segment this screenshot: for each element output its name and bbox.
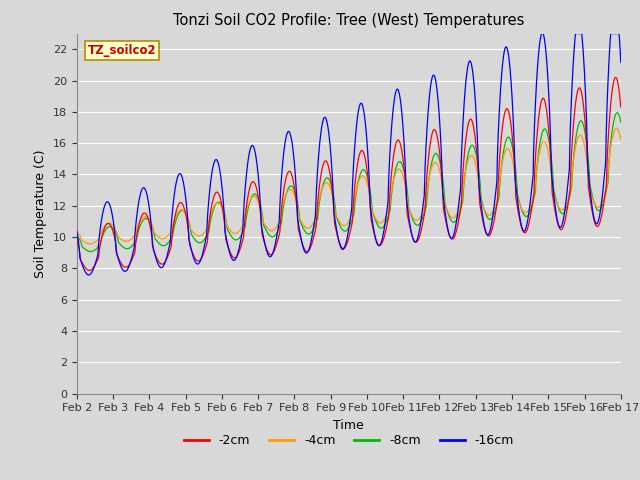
Title: Tonzi Soil CO2 Profile: Tree (West) Temperatures: Tonzi Soil CO2 Profile: Tree (West) Temp…	[173, 13, 525, 28]
Legend: -2cm, -4cm, -8cm, -16cm: -2cm, -4cm, -8cm, -16cm	[179, 429, 519, 452]
X-axis label: Time: Time	[333, 419, 364, 432]
Text: TZ_soilco2: TZ_soilco2	[88, 44, 156, 58]
Y-axis label: Soil Temperature (C): Soil Temperature (C)	[35, 149, 47, 278]
